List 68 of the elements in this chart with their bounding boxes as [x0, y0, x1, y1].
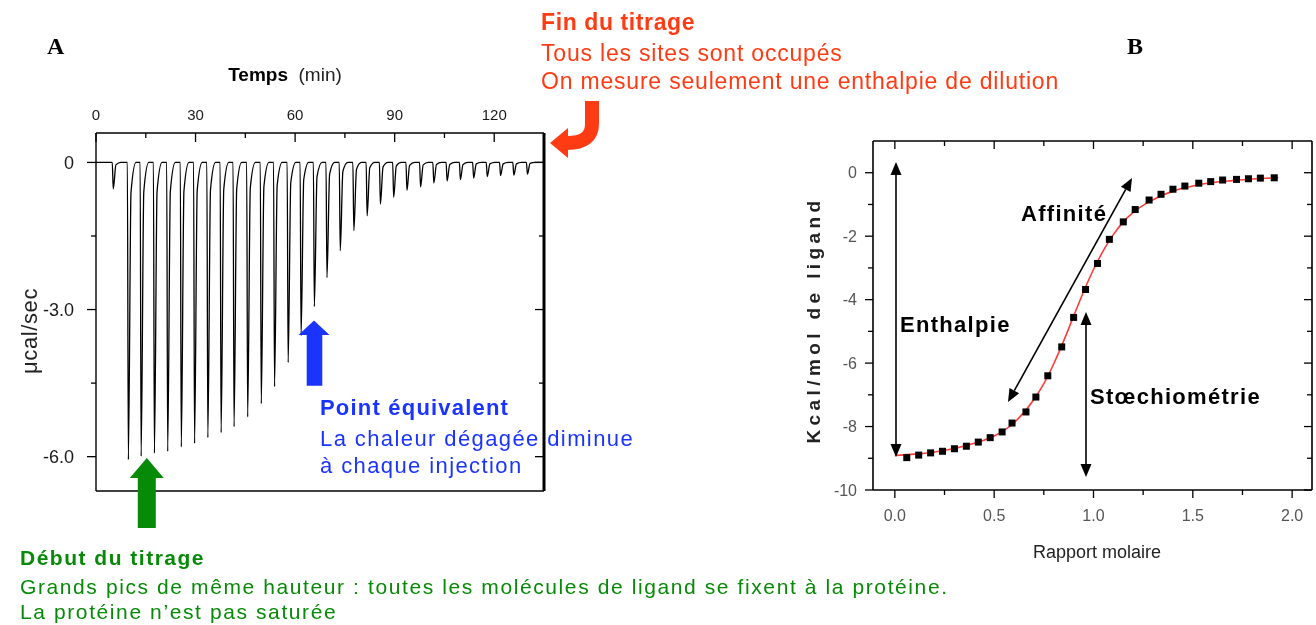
x-tick-label: 1.5 — [1181, 507, 1205, 524]
x-tick-label: 30 — [187, 106, 204, 123]
y-tick-label: 0 — [63, 152, 74, 173]
x-tick-label: 90 — [386, 106, 404, 123]
point — [1181, 182, 1189, 190]
point — [1270, 174, 1278, 182]
point — [1195, 179, 1203, 187]
y-tick-label: -10 — [833, 481, 858, 499]
annotation: Affinité — [1021, 201, 1108, 226]
point — [1105, 235, 1113, 243]
point — [974, 438, 982, 446]
point — [1022, 408, 1030, 416]
point — [915, 451, 923, 459]
point — [950, 445, 958, 453]
x-tick-label: 1.0 — [1082, 507, 1105, 524]
text: Début du titrage — [20, 546, 205, 569]
annotation: Stœchiométrie — [1090, 384, 1261, 409]
y-tick-label: -2 — [842, 227, 858, 245]
annotation: Enthalpie — [900, 312, 1011, 337]
point — [1244, 175, 1252, 183]
y-axis-title: μcal/sec — [16, 288, 42, 374]
point — [1157, 190, 1165, 198]
y-tick-label: -8 — [842, 418, 858, 436]
x-tick-label: 60 — [286, 106, 304, 123]
text: Tous les sites sont occupés — [541, 40, 843, 66]
chart-title: A — [47, 33, 65, 59]
point — [1082, 285, 1090, 293]
point — [927, 449, 935, 457]
text: Fin du titrage — [541, 9, 696, 35]
point — [1169, 185, 1177, 193]
point — [998, 428, 1006, 436]
text: On mesure seulement une enthalpie de dilution — [541, 68, 1060, 94]
y-tick-label: -4 — [842, 291, 858, 309]
point — [1119, 218, 1127, 226]
text: Grands pics de même hauteur : toutes les molécules de ligand se fixent à la protéine. — [20, 575, 949, 598]
x-tick-label: 0.5 — [983, 507, 1006, 524]
text: La protéine n’est pas saturée — [20, 600, 338, 623]
x-axis-title: Temps (min) — [228, 64, 342, 85]
x-tick-label: 0.0 — [883, 507, 907, 524]
x-tick-label: 2.0 — [1281, 507, 1304, 524]
point — [1219, 176, 1227, 184]
y-tick-label: -3.0 — [42, 299, 74, 320]
point — [1058, 343, 1066, 351]
point — [1233, 175, 1241, 183]
point — [962, 442, 970, 450]
annotation: La chaleur dégagée diminue — [320, 426, 635, 451]
point — [1070, 313, 1078, 321]
point — [1256, 174, 1264, 182]
point — [1044, 372, 1052, 380]
x-tick-label: 0 — [91, 106, 101, 123]
point — [1145, 196, 1153, 204]
point — [1008, 419, 1016, 427]
point — [1207, 178, 1215, 186]
point — [903, 454, 911, 462]
point — [986, 434, 994, 442]
point — [1093, 259, 1101, 267]
point — [1032, 393, 1040, 401]
annotation: à chaque injection — [320, 453, 523, 478]
y-tick-label: 0 — [848, 164, 858, 182]
point — [1131, 206, 1139, 214]
y-axis-title: Kcal/mol de ligand — [802, 196, 824, 444]
y-tick-label: -6.0 — [42, 446, 74, 467]
chart-title: B — [1127, 33, 1144, 59]
x-axis-title: Rapport molaire — [1032, 542, 1162, 562]
x-tick-label: 120 — [481, 106, 507, 123]
annotation: Point équivalent — [320, 395, 510, 420]
point — [939, 447, 947, 455]
y-tick-label: -6 — [842, 354, 858, 372]
